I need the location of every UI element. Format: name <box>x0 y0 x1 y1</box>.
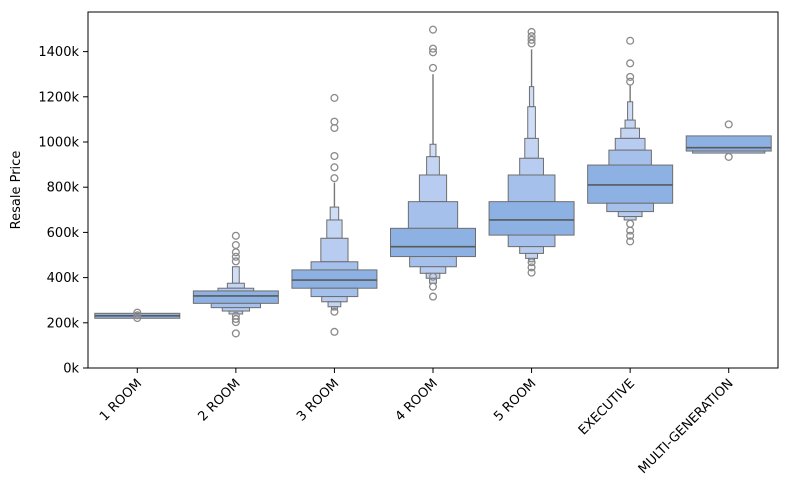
y-tick-label: 0k <box>63 362 79 377</box>
outlier-point <box>626 36 635 45</box>
outlier-point <box>724 152 733 161</box>
outlier-point <box>231 257 240 266</box>
outlier-point <box>527 263 536 272</box>
outlier-point <box>133 308 142 317</box>
outlier-point <box>626 72 635 81</box>
y-tick-label: 1000k <box>38 136 79 151</box>
box-rect <box>291 269 378 289</box>
boxen-group <box>94 308 181 323</box>
box-rect <box>407 201 459 229</box>
y-axis: 0k 200k 400k 600k 800k 1000k 1200k 1400k Resale … <box>9 45 88 377</box>
box-rect <box>519 246 544 254</box>
box-rect <box>507 174 556 203</box>
box-rect <box>327 301 342 308</box>
y-tick-label: 1400k <box>38 45 79 60</box>
outlier-point <box>724 120 733 129</box>
box-rect <box>326 219 343 239</box>
box-rect <box>425 272 441 279</box>
outlier-point <box>231 318 240 327</box>
box-rect <box>620 127 640 139</box>
outlier-point <box>626 231 635 240</box>
boxen-group <box>488 27 575 277</box>
outlier-point <box>428 48 438 57</box>
box-rect <box>685 135 772 152</box>
outlier-point <box>428 25 438 34</box>
outlier-point <box>231 248 240 257</box>
box-rect <box>524 137 539 159</box>
box-rect <box>210 302 262 309</box>
y-tick-label: 400k <box>47 271 80 286</box>
outlier-point <box>330 123 339 133</box>
outlier-point <box>527 258 536 267</box>
box-rect <box>606 202 655 213</box>
box-rect <box>321 296 348 303</box>
boxen-group <box>390 25 476 301</box>
box-rect <box>192 290 279 304</box>
box-rect <box>226 282 245 289</box>
box-rect <box>390 227 476 258</box>
box-rect <box>623 216 637 221</box>
outlier-point <box>330 163 339 172</box>
box-rect <box>527 106 536 139</box>
box-rect <box>525 252 539 259</box>
outlier-point <box>133 314 142 323</box>
box-rect <box>528 86 535 108</box>
outlier-point <box>330 93 339 102</box>
outlier-point <box>527 268 536 277</box>
box-rect <box>329 206 340 221</box>
outlier-point <box>428 282 438 291</box>
box-rect <box>419 266 447 274</box>
box-rect <box>221 307 250 312</box>
outlier-point <box>133 311 142 320</box>
outlier-point <box>626 59 635 68</box>
outlier-point <box>330 307 339 316</box>
y-tick-label: 200k <box>47 316 80 331</box>
outlier-point <box>231 314 240 324</box>
outlier-point <box>626 77 635 86</box>
y-tick-label: 1200k <box>38 90 79 105</box>
y-tick-label: 600k <box>47 226 80 241</box>
box-rect <box>617 211 643 218</box>
y-axis-label: Resale Price <box>9 151 24 230</box>
outlier-point <box>330 151 339 161</box>
outlier-point <box>428 292 438 301</box>
box-rect <box>320 237 349 263</box>
outlier-point <box>330 174 339 183</box>
box-rect <box>614 137 646 151</box>
outlier-point <box>527 39 536 48</box>
outlier-point <box>626 237 635 246</box>
boxen-group <box>685 120 772 161</box>
box-rect <box>488 201 575 236</box>
outlier-point <box>231 252 240 261</box>
outlier-point <box>527 35 536 44</box>
box-rect <box>507 234 556 248</box>
outlier-point <box>231 329 240 338</box>
boxen-group <box>192 231 279 338</box>
box-rect <box>418 174 448 203</box>
outlier-point <box>428 44 438 53</box>
box-rect <box>426 156 440 176</box>
boxen-group <box>587 36 674 246</box>
box-rect <box>310 287 359 298</box>
box-rect <box>409 256 457 268</box>
outlier-point <box>231 231 240 240</box>
outlier-point <box>428 63 438 72</box>
box-rect <box>310 261 359 271</box>
boxen-group <box>291 93 378 336</box>
box-rect <box>624 119 636 129</box>
box-rect <box>519 157 544 176</box>
outlier-point <box>626 226 635 235</box>
outlier-point <box>330 327 339 336</box>
box-rect <box>692 150 766 154</box>
box-rect <box>608 149 652 166</box>
box-rect <box>627 101 634 121</box>
outlier-point <box>428 272 438 281</box>
box-rect <box>231 266 240 284</box>
box-rect <box>429 143 437 158</box>
outlier-point <box>527 27 536 36</box>
y-tick-label: 800k <box>47 181 80 196</box>
